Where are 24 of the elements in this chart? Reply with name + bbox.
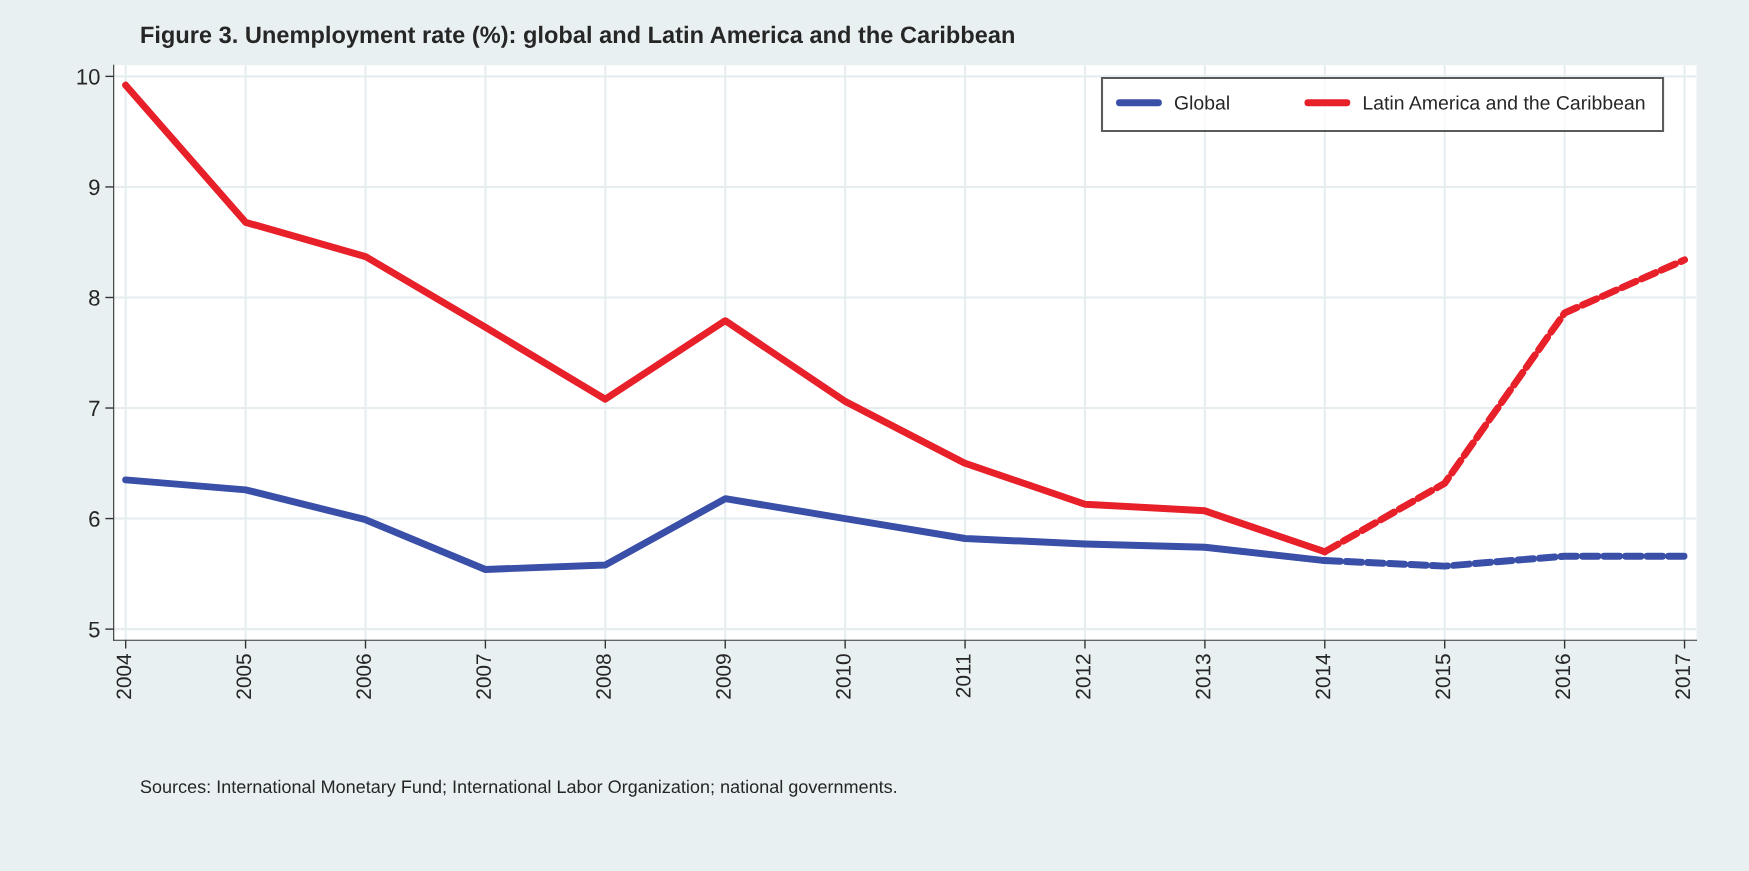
legend-label: Global [1174, 95, 1229, 110]
x-tick-label: 2009 [716, 654, 731, 699]
x-tick-label: 2013 [1195, 654, 1211, 699]
y-tick-label: 10 [77, 68, 100, 85]
x-tick-label: 2011 [955, 654, 971, 698]
chart-title: Figure 3. Unemployment rate (%): global and Latin America and the Caribbean [141, 25, 1014, 48]
y-tick-label: 8 [89, 290, 100, 306]
y-tick-label: 5 [89, 621, 100, 638]
x-tick-label: 2014 [1315, 653, 1331, 699]
legend-label: Latin America and the Caribbean [1363, 95, 1645, 110]
x-tick-label: 2006 [356, 654, 372, 699]
x-tick-label: 2012 [1075, 654, 1091, 699]
y-tick-label: 9 [89, 179, 100, 196]
x-tick-label: 2010 [835, 654, 851, 699]
x-tick-label: 2005 [236, 654, 252, 699]
x-tick-label: 2016 [1555, 654, 1571, 699]
x-tick-label: 2004 [116, 653, 132, 699]
source-note: Sources: International Monetary Fund; International Labor Organization; national governments. [140, 779, 897, 797]
x-tick-label: 2008 [596, 654, 611, 699]
y-tick-label: 7 [89, 400, 100, 417]
x-tick-label: 2007 [476, 654, 492, 699]
y-tick-label: 6 [89, 511, 100, 527]
x-tick-label: 2017 [1675, 654, 1691, 699]
x-tick-label: 2015 [1435, 654, 1451, 699]
